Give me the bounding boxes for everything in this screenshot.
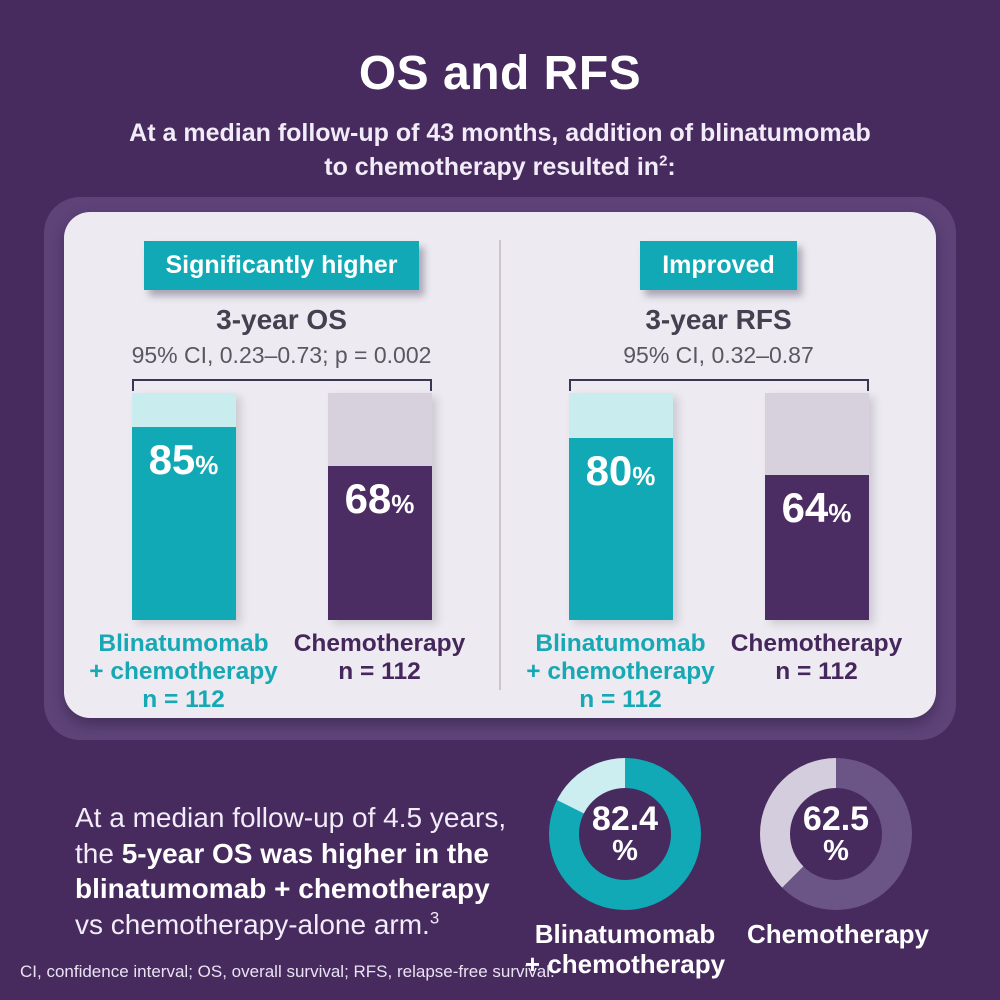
bar-fill: 64%: [764, 474, 869, 620]
donut-chart-chemotherapy: 62.5 %: [760, 758, 912, 910]
bar-fill: 85%: [131, 427, 236, 620]
bar-blinatumomab-os: 85%: [131, 393, 236, 620]
panel-divider: [499, 240, 501, 690]
panel-title-rfs: 3-year RFS: [645, 304, 792, 335]
ci-text-rfs: 95% CI, 0.32–0.87: [623, 342, 814, 368]
page-title: OS and RFS: [358, 47, 642, 100]
ci-text-os: 95% CI, 0.23–0.73; p = 0.002: [131, 342, 432, 368]
reference-superscript-3: 3: [429, 908, 440, 928]
bar-label-blinatumomab: Blinatumomab + chemotherapy n = 112: [526, 630, 715, 714]
donut-label-blinatumomab: Blinatumomab + chemotherapy: [524, 919, 726, 979]
bars-row: 85% 68%: [131, 393, 432, 620]
donut-chart-blinatumomab: 82.4 %: [549, 758, 701, 910]
bar-value-label: 85%: [148, 436, 219, 484]
bar-label-blinatumomab: Blinatumomab + chemotherapy n = 112: [89, 630, 278, 714]
bar-blinatumomab-rfs: 80%: [568, 393, 673, 620]
bar-value-label: 68%: [344, 474, 415, 522]
bars-row: 80% 64%: [568, 393, 869, 620]
comparison-bracket: [568, 379, 869, 391]
bar-labels-rfs: Blinatumomab + chemotherapy n = 112 Chem…: [526, 630, 902, 718]
five-year-os-statement: At a median follow-up of 4.5 years, the …: [75, 802, 507, 940]
header: OS and RFS At a median follow-up of 43 m…: [0, 0, 1000, 185]
abbreviations-footnote: CI, confidence interval; OS, overall sur…: [20, 962, 555, 981]
donut-value-label: 82.4 %: [591, 799, 659, 867]
page-subtitle: At a median follow-up of 43 months, addi…: [0, 117, 1000, 185]
bar-chart-os: 85% 68%: [131, 379, 432, 620]
comparison-bracket: [131, 379, 432, 391]
donut-label-chemotherapy: Chemotherapy: [746, 919, 930, 949]
bar-chart-rfs: 80% 64%: [568, 379, 869, 620]
bar-label-chemotherapy: Chemotherapy n = 112: [730, 630, 903, 686]
bar-value-label: 64%: [781, 483, 852, 531]
bar-fill: 68%: [327, 465, 432, 620]
bar-chemotherapy-rfs: 64%: [764, 393, 869, 620]
subtitle-line2: to chemotherapy resulted in: [324, 152, 660, 181]
results-card-frame: Significantly higher 3-year OS 95% CI, 0…: [44, 197, 956, 740]
panel-3-year-os: Significantly higher 3-year OS 95% CI, 0…: [64, 212, 499, 718]
subtitle-line1: At a median follow-up of 43 months, addi…: [129, 119, 871, 147]
reference-superscript-2: 2: [659, 152, 668, 170]
panel-3-year-rfs: Improved 3-year RFS 95% CI, 0.32–0.87 80…: [501, 212, 936, 718]
panel-title-os: 3-year OS: [216, 304, 347, 335]
bar-value-label: 80%: [585, 447, 656, 495]
bar-label-chemotherapy: Chemotherapy n = 112: [293, 630, 466, 686]
results-card: Significantly higher 3-year OS 95% CI, 0…: [64, 212, 936, 718]
donut-hole: [790, 788, 882, 880]
donut-value-label: 62.5 %: [802, 799, 870, 867]
donut-hole: [579, 788, 671, 880]
badge-improved: Improved: [640, 241, 797, 290]
bar-chemotherapy-os: 68%: [327, 393, 432, 620]
badge-significantly-higher: Significantly higher: [143, 241, 420, 290]
subtitle-colon: :: [667, 152, 676, 181]
bar-labels-os: Blinatumomab + chemotherapy n = 112 Chem…: [89, 630, 465, 718]
bar-fill: 80%: [568, 438, 673, 620]
